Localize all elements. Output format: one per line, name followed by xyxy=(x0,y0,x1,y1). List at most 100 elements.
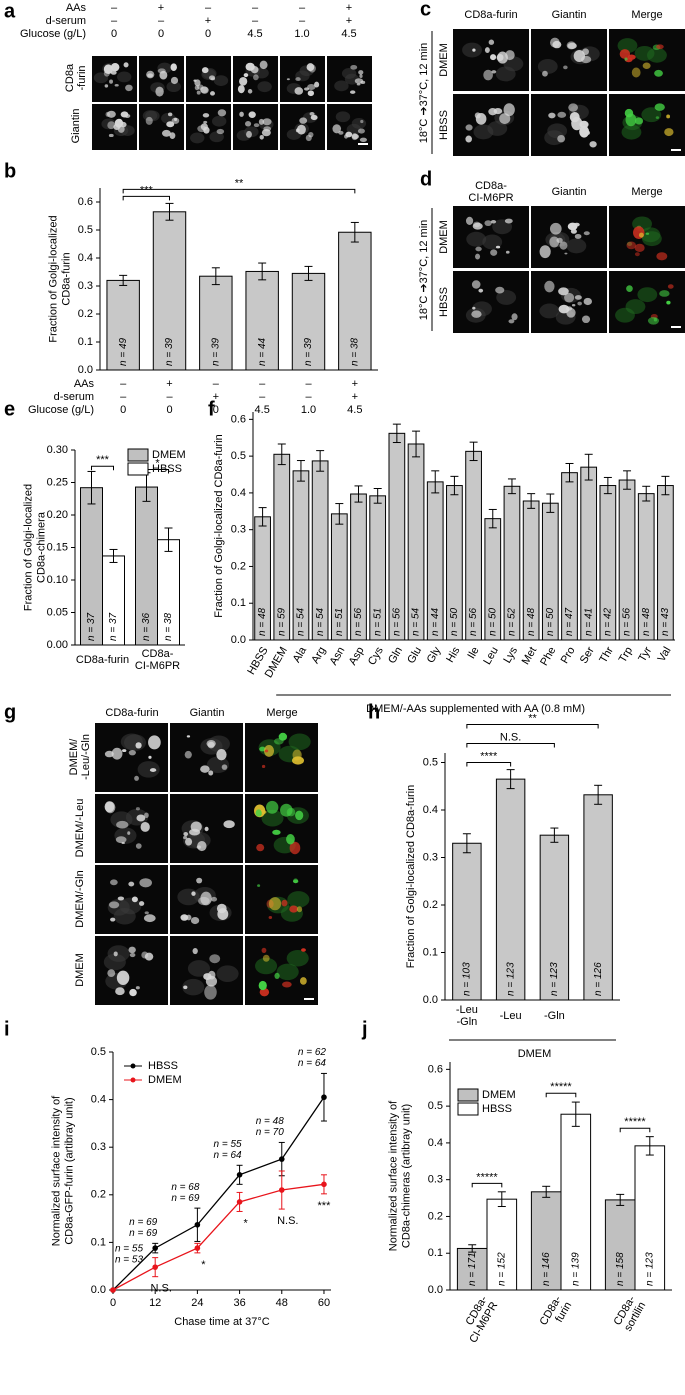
bar xyxy=(452,842,482,1001)
y-tick-label: 0.5 xyxy=(91,1046,106,1058)
cell-signal xyxy=(145,116,153,125)
row-label: Giantin xyxy=(70,109,82,144)
cell-signal xyxy=(471,280,481,289)
cell-signal xyxy=(627,54,636,60)
x-tick-label: Phe xyxy=(538,645,558,668)
cell-signal xyxy=(488,39,495,45)
cell-signal xyxy=(110,62,120,72)
row-label: HBSS xyxy=(438,287,450,317)
bar xyxy=(245,270,279,371)
cell-signal xyxy=(579,120,589,129)
cell-body xyxy=(341,68,357,79)
point xyxy=(152,1245,158,1251)
micrograph xyxy=(609,271,685,333)
cell-signal xyxy=(194,79,201,87)
cell-body xyxy=(462,42,482,58)
x-tick-label-group: Ala xyxy=(291,644,310,665)
cell-body xyxy=(286,949,309,967)
micrograph xyxy=(245,865,318,934)
cell-signal xyxy=(110,917,116,922)
cell-signal xyxy=(116,820,129,829)
n-label: n = 64 xyxy=(298,1058,327,1069)
cell-signal xyxy=(358,70,364,75)
y-axis-label-group: Normalized surface intensity of CD8a-GFP-… xyxy=(50,1095,75,1246)
column-header: CD8a-furin xyxy=(464,9,517,21)
cell-signal xyxy=(296,906,303,913)
cell-signal xyxy=(557,134,566,143)
micrograph xyxy=(531,206,607,268)
y-tick-label: 0.1 xyxy=(231,597,246,609)
cell-signal xyxy=(186,914,192,921)
cell-signal xyxy=(471,310,482,318)
bar xyxy=(456,1247,488,1291)
cell-signal xyxy=(573,49,586,63)
x-tick-label: Tyr xyxy=(636,645,654,665)
micrograph-background xyxy=(531,94,607,156)
cell-signal xyxy=(286,78,290,81)
x-tick-label: Val xyxy=(656,645,674,664)
cell-body xyxy=(495,66,516,82)
y-tick-label: 0.3 xyxy=(78,280,93,292)
micrograph xyxy=(453,94,529,156)
column-header: Giantin xyxy=(552,186,587,198)
series-line xyxy=(112,1183,325,1291)
condition-value: 1.0 xyxy=(301,404,316,416)
condition-value: – xyxy=(120,378,127,390)
micrograph xyxy=(95,723,168,792)
cell-signal xyxy=(624,57,628,61)
cell-signal xyxy=(107,121,116,130)
y-tick-label: 0.5 xyxy=(423,756,438,768)
x-tick-label-group: Lys xyxy=(501,645,520,666)
significance-label: * xyxy=(201,1259,206,1271)
cell-signal xyxy=(191,891,196,896)
micrograph xyxy=(327,56,372,102)
significance-label: *** xyxy=(140,184,154,196)
cell-signal xyxy=(484,220,492,227)
cell-signal xyxy=(266,800,279,814)
x-tick-label: -Gln xyxy=(544,1010,565,1022)
n-label: n = 146 xyxy=(541,1252,552,1286)
column-header-group: Merge xyxy=(631,186,662,198)
micrograph xyxy=(139,104,184,150)
cell-signal xyxy=(196,877,203,884)
cell-signal xyxy=(104,750,114,758)
cell-signal xyxy=(111,747,123,760)
cell-signal xyxy=(634,243,645,252)
cell-signal xyxy=(209,954,221,964)
significance-label: * xyxy=(155,457,160,469)
y-axis-label-group: Fraction of Golgi-localized CD8a-chimera xyxy=(22,484,47,611)
micrograph xyxy=(92,56,137,102)
condition-value: 0 xyxy=(111,28,117,40)
panel-letter: i xyxy=(4,1018,10,1040)
cell-signal xyxy=(129,952,136,958)
cell-signal xyxy=(167,112,173,117)
cell-signal xyxy=(259,60,268,70)
cell-signal xyxy=(185,837,193,846)
y-tick-label: 0.2 xyxy=(91,1189,106,1201)
cell-signal xyxy=(656,252,668,261)
condition-value: – xyxy=(259,378,266,390)
n-label: n = 68 xyxy=(171,1182,200,1193)
cell-signal xyxy=(564,292,575,303)
row-label-group: DMEM xyxy=(74,953,86,987)
cell-signal xyxy=(544,280,555,293)
row-label: DMEM xyxy=(438,220,450,254)
condition-value: + xyxy=(352,391,358,403)
cell-signal xyxy=(490,249,498,256)
cell-signal xyxy=(504,218,513,224)
cell-body xyxy=(487,121,508,136)
cell-signal xyxy=(253,123,260,128)
cell-signal xyxy=(200,765,210,773)
n-label: n = 55 xyxy=(115,1244,144,1255)
cell-signal xyxy=(200,891,212,906)
significance-bracket xyxy=(91,465,114,471)
n-label: n = 37 xyxy=(86,612,97,641)
cell-signal xyxy=(282,981,292,988)
x-tick-label: Gly xyxy=(425,645,444,666)
column-header: CD8a-furin xyxy=(105,707,158,719)
cell-body xyxy=(625,299,646,315)
cell-signal xyxy=(478,288,484,293)
cell-signal xyxy=(259,134,264,140)
significance-label: ***** xyxy=(476,1171,498,1183)
